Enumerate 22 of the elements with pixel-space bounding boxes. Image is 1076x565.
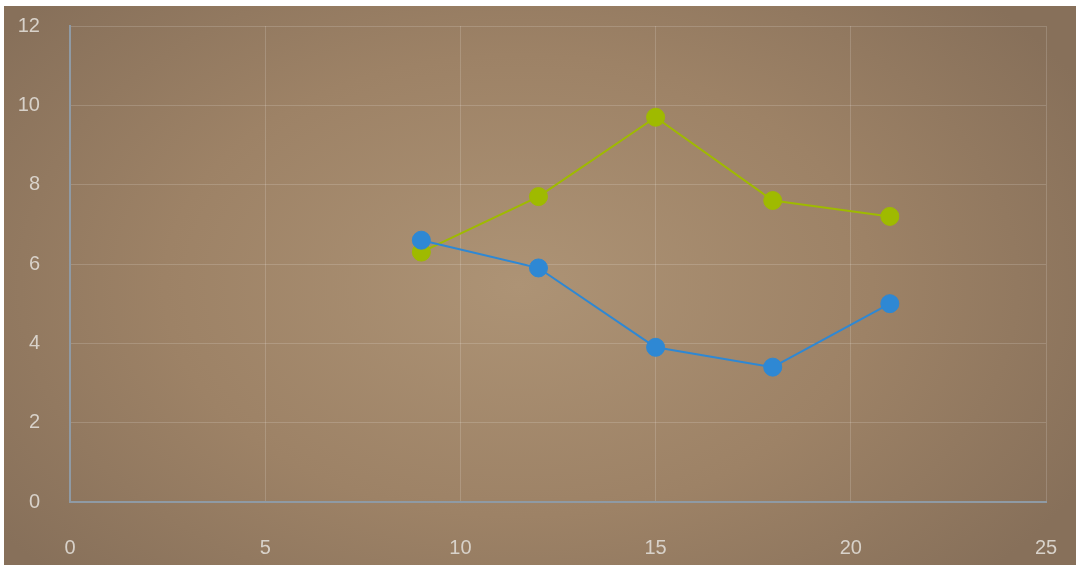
y-tick-label: 8 [28, 172, 40, 195]
y-tick-label: 6 [28, 251, 40, 274]
point [763, 191, 783, 211]
x-tick-label: 25 [1034, 535, 1058, 558]
point [763, 357, 783, 377]
point [880, 206, 900, 226]
y-tick-label: 12 [17, 13, 40, 36]
point [646, 337, 666, 357]
x-tick-label: 20 [839, 535, 862, 558]
y-tick-label: 10 [17, 92, 40, 115]
point [646, 107, 666, 127]
point [528, 187, 548, 207]
y-tick-label: 4 [28, 330, 40, 353]
y-tick-label: 0 [28, 489, 40, 512]
x-tick-label: 15 [644, 535, 667, 558]
x-tick-label: 0 [64, 535, 76, 558]
point [411, 230, 431, 250]
point [880, 294, 900, 314]
x-tick-label: 10 [449, 535, 472, 558]
y-tick-label: 2 [28, 410, 40, 433]
x-tick-label: 5 [259, 535, 271, 558]
point [528, 258, 548, 278]
